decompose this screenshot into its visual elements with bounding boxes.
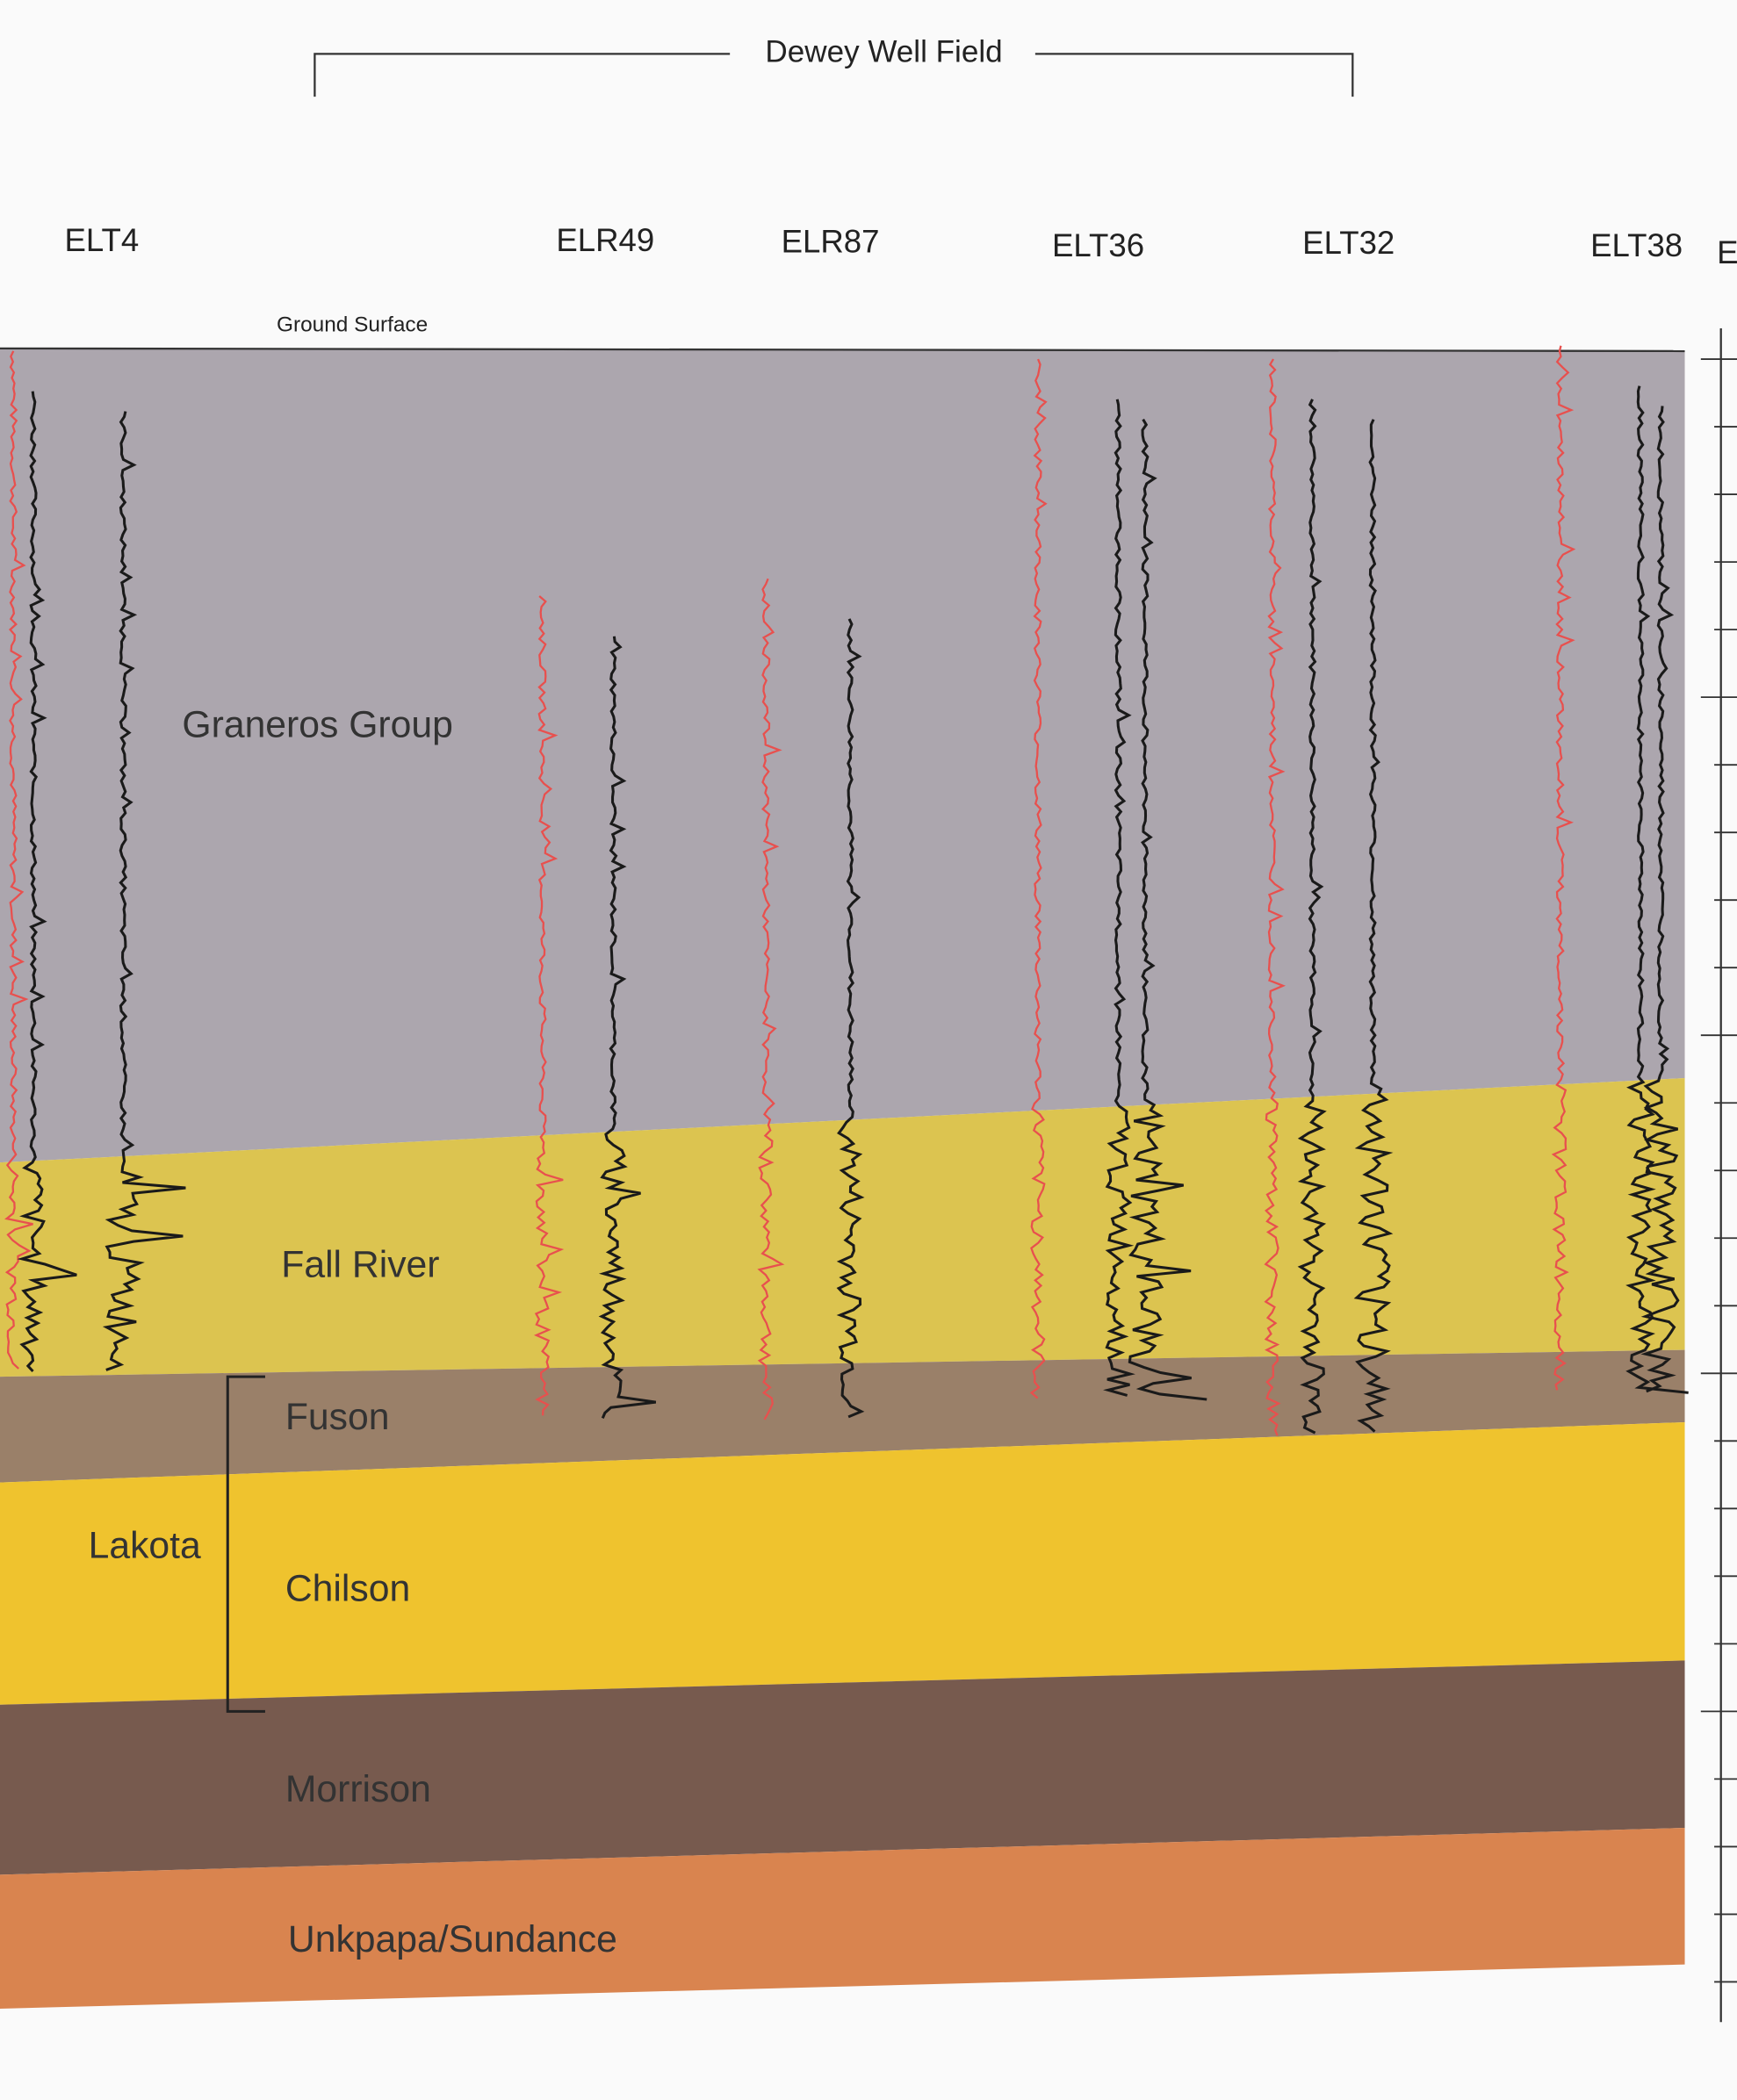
- ground-line: [0, 347, 1685, 353]
- log-curve: [1353, 419, 1394, 1433]
- well-name: ELR87: [782, 224, 880, 260]
- edge-label: E: [1717, 234, 1737, 270]
- log-curve: [1029, 358, 1048, 1399]
- morrison-layer: [0, 1660, 1685, 1875]
- log-curve: [1264, 358, 1287, 1436]
- log-curve: [836, 618, 865, 1419]
- fall-river-layer: [0, 1078, 1685, 1377]
- formation-label: Fuson: [285, 1396, 390, 1438]
- fuson-layer: [0, 1349, 1685, 1483]
- well-name: ELT4: [65, 222, 140, 258]
- field-bracket: [314, 53, 1354, 97]
- well-name: ELT38: [1590, 227, 1683, 263]
- ground-surface-label: Ground Surface: [277, 313, 428, 336]
- log-curve: [1551, 345, 1576, 1391]
- log-curve: [533, 595, 565, 1416]
- chilson-layer: [0, 1421, 1685, 1705]
- log-curve: [17, 391, 77, 1373]
- lakota-bracket: [226, 1375, 265, 1713]
- well-name: ELT36: [1052, 227, 1144, 263]
- log-curve: [1128, 418, 1207, 1401]
- log-curve: [1103, 399, 1135, 1397]
- log-curve: [4, 350, 33, 1370]
- depth-axis: [1700, 327, 1737, 2023]
- formation-label: Morrison: [285, 1768, 431, 1810]
- formation-label: Fall River: [281, 1243, 439, 1285]
- field-title: Dewey Well Field: [765, 35, 1002, 69]
- log-curve: [1625, 385, 1689, 1394]
- log-curve: [1640, 406, 1680, 1393]
- formation-label: Unkpapa/Sundance: [288, 1918, 617, 1960]
- well-logs: [4, 345, 1689, 1436]
- log-curve: [757, 578, 785, 1420]
- log-curve: [102, 411, 186, 1371]
- log-curve: [1297, 399, 1327, 1435]
- well-name: ELT32: [1302, 225, 1395, 261]
- graneros-layer: [0, 348, 1685, 1163]
- well-name: ELR49: [556, 222, 654, 258]
- labels: ELT4 ELR49 ELR87 ELT36 ELT32 ELT38 Graneros Gr…: [65, 222, 1683, 1960]
- unkpapa-layer: [0, 1828, 1685, 2009]
- formation-label: Chilson: [285, 1567, 410, 1609]
- group-label: Lakota: [89, 1525, 201, 1567]
- formation-label: Graneros Group: [182, 704, 452, 746]
- log-curve: [598, 636, 657, 1419]
